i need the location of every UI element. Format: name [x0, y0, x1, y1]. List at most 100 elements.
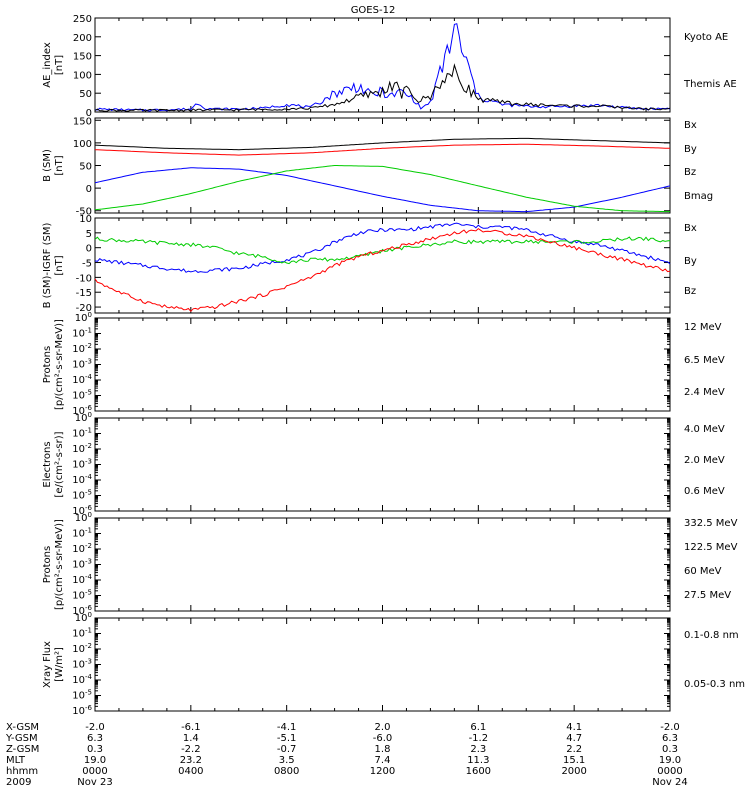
ephemeris-value: Nov 24	[652, 777, 687, 788]
legend-bx: Bx	[684, 120, 697, 131]
y-axis-label: [p/(cm²-s-sr-MeV)]	[54, 319, 65, 410]
y-tick-label: 150	[73, 52, 92, 63]
y-tick-label: 150	[73, 116, 92, 127]
ephemeris-value: 0400	[178, 766, 203, 777]
ephemeris-value: -1.2	[469, 733, 489, 744]
y-tick-label: 250	[73, 14, 92, 25]
y-tick-label: 10-1	[72, 627, 92, 640]
ephemeris-value: 1.4	[183, 733, 199, 744]
y-axis-label: B (SM)	[42, 149, 53, 182]
y-axis-label: AE_index	[42, 42, 53, 88]
series-line-bmag	[94, 137, 671, 151]
y-tick-label: 0	[86, 244, 92, 255]
panel-frame	[94, 117, 671, 214]
series-line-bx	[94, 222, 671, 273]
y-tick-label: 10-2	[72, 542, 92, 555]
y-tick-label: 10-6	[72, 704, 92, 717]
ephemeris-value: Nov 23	[77, 777, 112, 788]
ephemeris-value: 4.1	[566, 722, 582, 733]
ephemeris-value: 0000	[82, 766, 107, 777]
legend-12-mev: 12 MeV	[684, 322, 722, 333]
ephemeris-value: 3.5	[279, 755, 295, 766]
y-tick-label: 100	[75, 411, 92, 424]
ephemeris-label: X-GSM	[6, 722, 39, 733]
series-line-bz	[94, 143, 671, 156]
legend-60-mev: 60 MeV	[684, 566, 722, 577]
panel-frame	[94, 217, 671, 314]
legend-bz: Bz	[684, 167, 696, 178]
ephemeris-label: Y-GSM	[5, 733, 38, 744]
y-tick-label: 10-4	[72, 673, 92, 686]
y-tick-label: 10-3	[72, 658, 92, 671]
ephemeris-value: -2.0	[660, 722, 680, 733]
series-line-kyoto-ae	[94, 23, 671, 112]
ephemeris-value: 0000	[657, 766, 682, 777]
ephemeris-value: -0.7	[277, 744, 297, 755]
ephemeris-label: Z-GSM	[6, 744, 39, 755]
y-axis-label: [nT]	[54, 255, 65, 275]
y-tick-label: 10-2	[72, 642, 92, 655]
y-tick-label: 100	[73, 139, 92, 150]
y-tick-label: 10-2	[72, 342, 92, 355]
y-tick-label: -20	[76, 303, 92, 314]
y-tick-label: 100	[73, 70, 92, 81]
y-tick-label: 10-5	[72, 389, 92, 402]
ephemeris-value: 6.1	[470, 722, 486, 733]
y-tick-label: 10-3	[72, 358, 92, 371]
series-line-themis-ae	[94, 63, 671, 113]
legend-bz: Bz	[684, 286, 696, 297]
panel-xray: 10-6 10-5 10-4 10-3 10-2 10-1 100 Xray Flux [W/m…	[42, 611, 745, 717]
ephemeris-value: 11.3	[467, 755, 489, 766]
legend-bx: Bx	[684, 223, 697, 234]
ephemeris-value: 0.3	[662, 744, 678, 755]
legend-2-4-mev: 2.4 MeV	[684, 387, 725, 398]
ephemeris-value: 4.7	[566, 733, 582, 744]
ephemeris-value: 7.4	[375, 755, 391, 766]
y-tick-label: -15	[76, 288, 92, 299]
y-tick-label: 10-4	[72, 473, 92, 486]
legend-kyoto-ae: Kyoto AE	[684, 32, 728, 43]
y-tick-label: 10-5	[72, 489, 92, 502]
panel-frame	[94, 17, 671, 113]
y-tick-label: 10-1	[72, 327, 92, 340]
y-tick-label: -10	[76, 273, 92, 284]
legend-by: By	[684, 256, 697, 267]
series-line-by	[94, 236, 671, 265]
y-axis-label: Xray Flux	[42, 641, 53, 688]
ephemeris-label: 2009	[6, 777, 31, 788]
panel-bdiff: B (SM)-IGRF (SM) [nT] Bx By Bz	[42, 217, 697, 314]
legend-6-5-mev: 6.5 MeV	[684, 355, 725, 366]
y-axis-label: [e/(cm²-s-sr)]	[54, 431, 65, 497]
ephemeris-value: 2.3	[470, 744, 486, 755]
y-tick-label: 10-4	[72, 573, 92, 586]
y-tick-label: 10-1	[72, 527, 92, 540]
ephemeris-value: -6.0	[373, 733, 393, 744]
chart-title: GOES-12	[351, 5, 396, 16]
ephemeris-value: 6.3	[662, 733, 678, 744]
y-axis-label: [p/(cm²-s-sr-MeV)]	[54, 519, 65, 610]
ephemeris-value: 2.0	[375, 722, 391, 733]
ephemeris-value: 1200	[370, 766, 395, 777]
legend-bmag: Bmag	[684, 191, 713, 202]
y-axis-label: Electrons	[42, 441, 53, 487]
series-line-by	[94, 165, 670, 213]
legend-0-05-0-3-nm: 0.05-0.3 nm	[684, 679, 745, 690]
y-axis-label: B (SM)-IGRF (SM)	[42, 223, 53, 309]
panel-frame	[94, 517, 671, 612]
y-tick-label: 200	[73, 33, 92, 44]
panel-frame	[94, 617, 671, 712]
y-axis-label: [nT]	[54, 55, 65, 75]
y-tick-label: -5	[82, 259, 92, 270]
legend-122-5-mev: 122.5 MeV	[684, 542, 738, 553]
ephemeris-value: -6.1	[181, 722, 201, 733]
y-tick-label: 50	[79, 162, 92, 173]
y-tick-label: 100	[75, 611, 92, 624]
ephemeris-value: -4.1	[277, 722, 297, 733]
y-axis-label: [nT]	[54, 155, 65, 175]
panel-frame	[94, 317, 671, 412]
ephemeris-value: -2.0	[85, 722, 105, 733]
legend-2-0-mev: 2.0 MeV	[684, 455, 725, 466]
